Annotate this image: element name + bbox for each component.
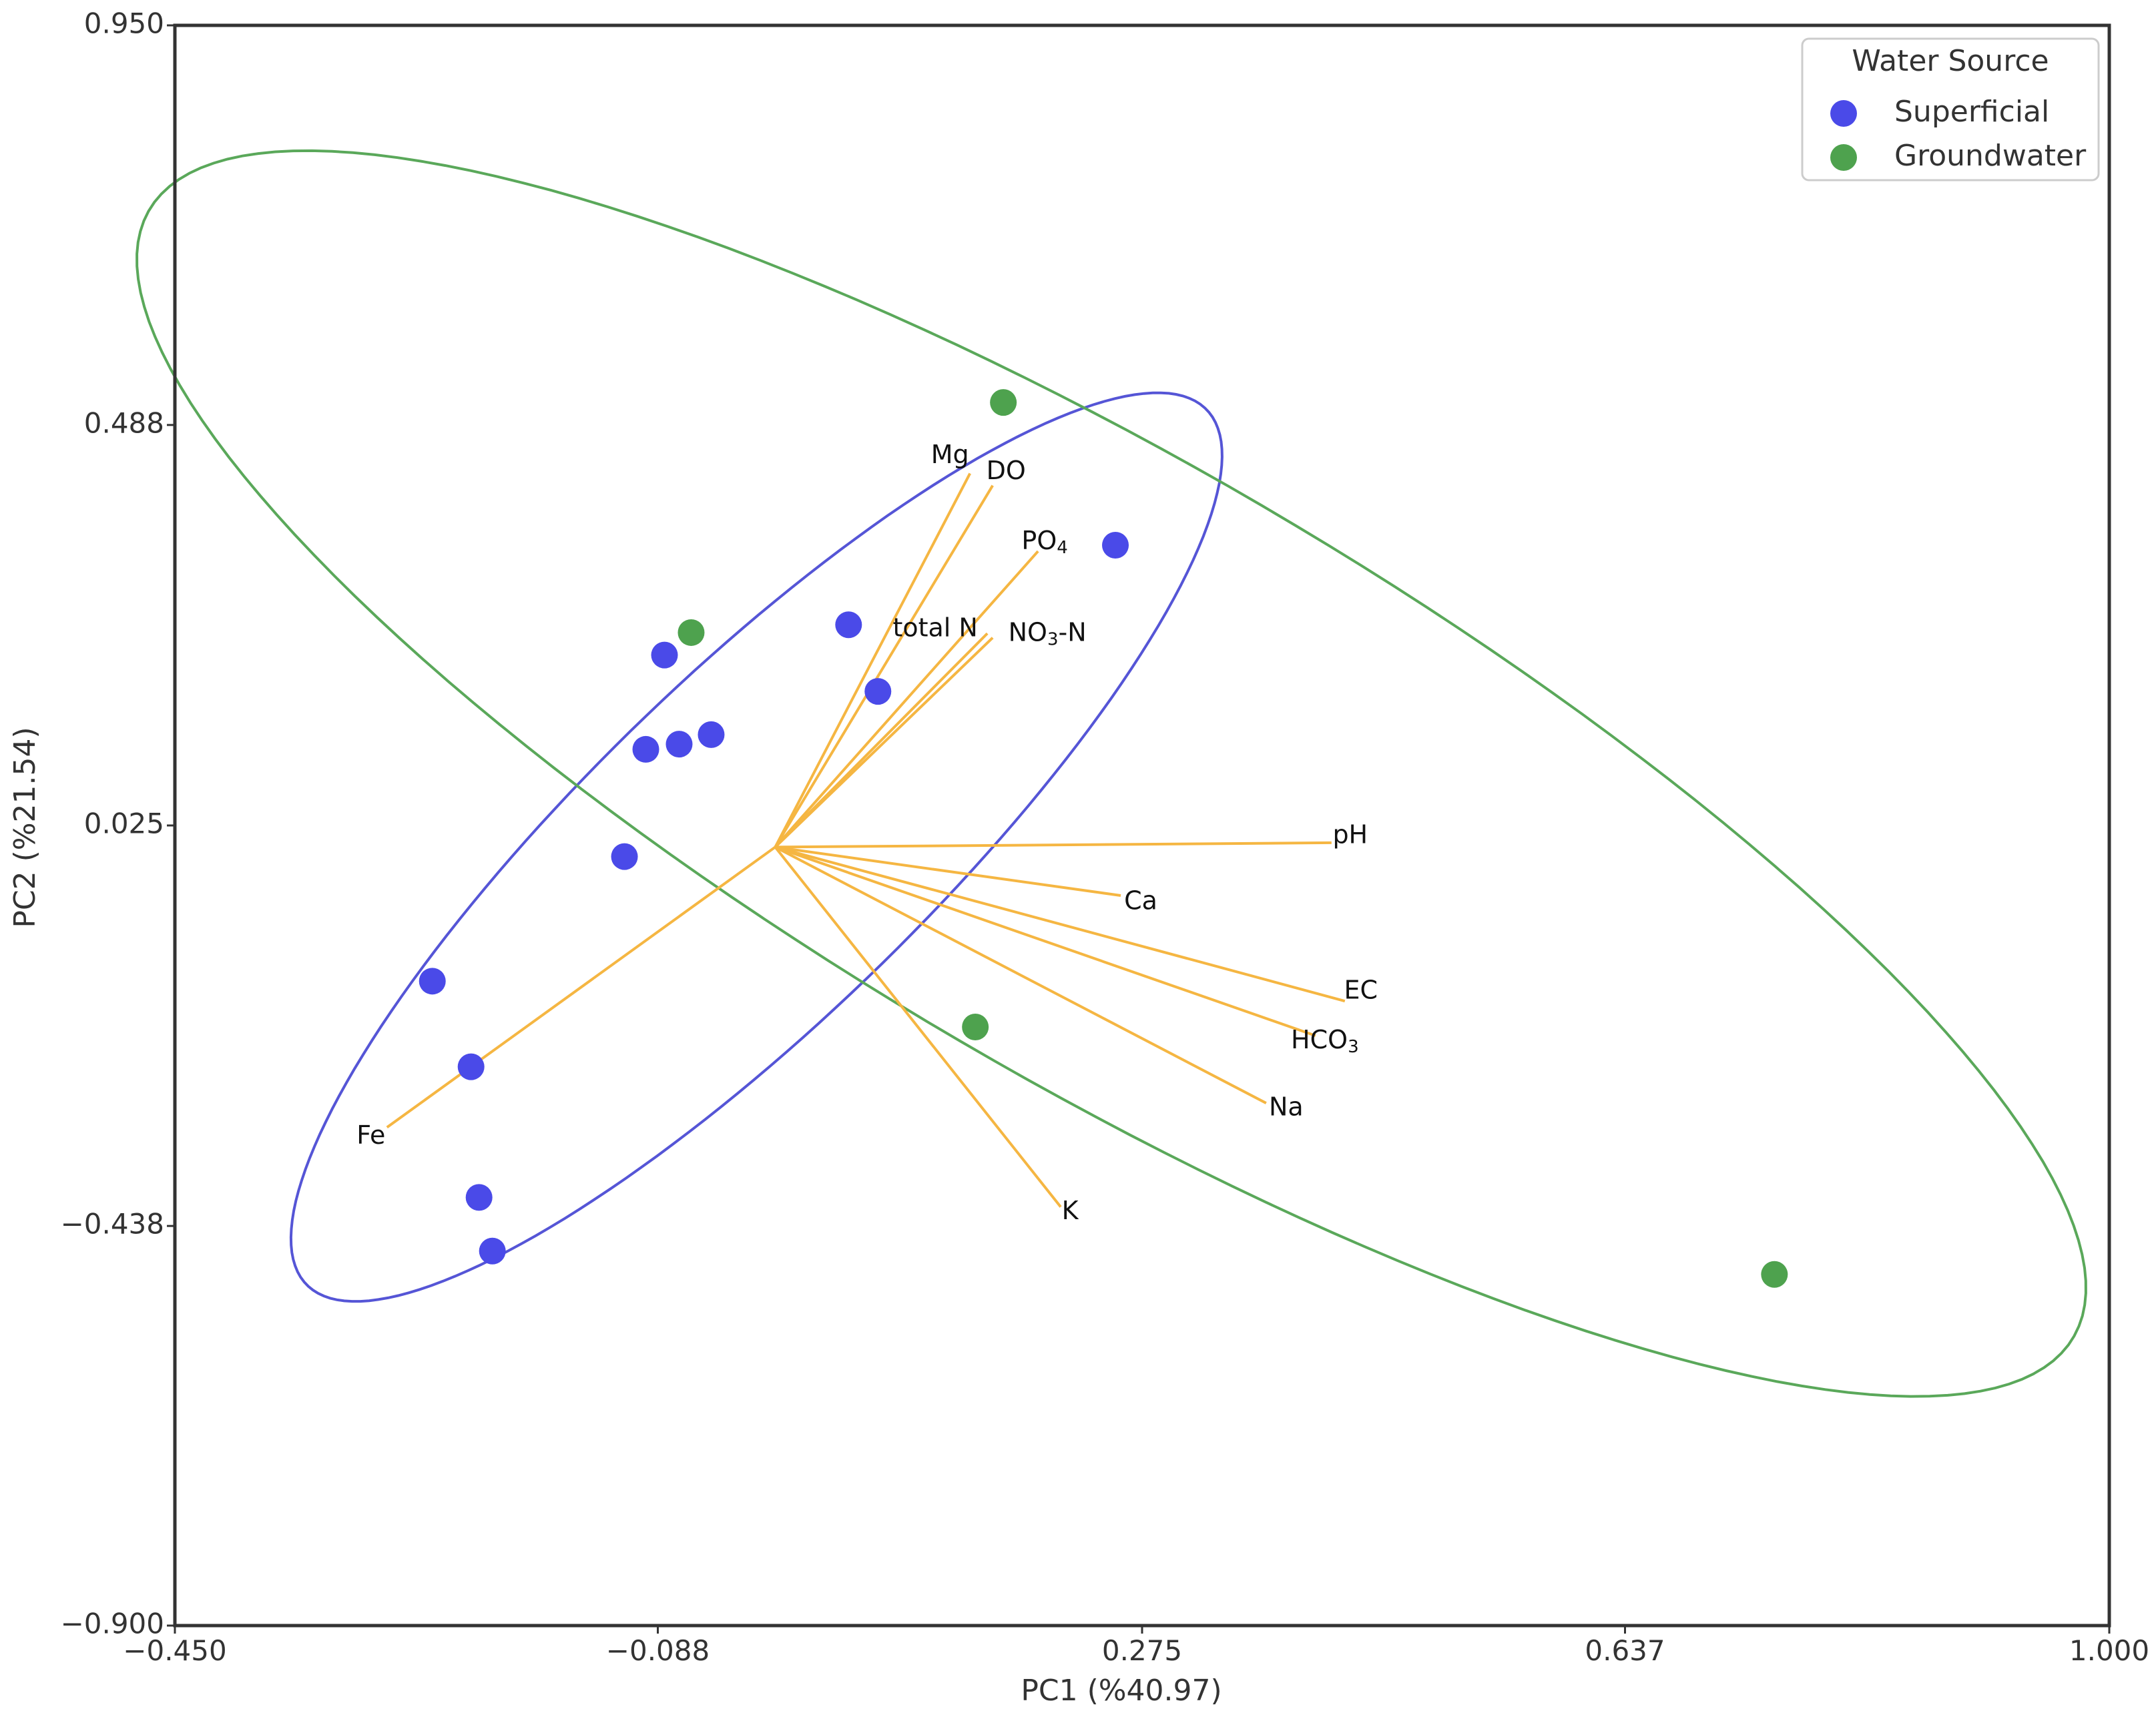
loading-vector-ec <box>774 845 1346 1003</box>
point-superficial-5 <box>632 735 659 763</box>
loadings-layer: Mg DO PO4 total N NO3-N pH Ca EC HCO3 Na K Fe <box>356 440 1378 1225</box>
loading-label-mg: Mg <box>931 440 969 469</box>
y-tick-label: 0.488 <box>84 406 164 439</box>
y-tick-label: 0.950 <box>84 7 164 40</box>
loading-label-total-n: total N <box>892 613 977 643</box>
point-superficial-6 <box>665 731 693 758</box>
point-superficial-8 <box>611 843 638 870</box>
y-tick-label: −0.900 <box>61 1608 164 1640</box>
loading-vector-mg <box>774 472 971 848</box>
y-tick-label: 0.025 <box>84 807 164 840</box>
point-groundwater-4 <box>1761 1261 1788 1288</box>
loading-label-k: K <box>1062 1196 1079 1225</box>
loading-vector-k <box>774 846 1062 1208</box>
point-groundwater-2 <box>678 619 705 646</box>
point-superficial-7 <box>698 721 725 748</box>
point-superficial-1 <box>1102 532 1129 559</box>
point-superficial-3 <box>651 641 678 669</box>
points-layer <box>419 389 1788 1288</box>
ticks-layer: −0.450 −0.088 0.275 0.637 1.000 0.950 0.488 0.0… <box>61 7 2150 1668</box>
legend-label-groundwater: Groundwater <box>1894 139 2087 173</box>
x-tick-label: 1.000 <box>2069 1634 2149 1667</box>
point-superficial-2 <box>835 611 862 639</box>
loading-label-po4: PO4 <box>1021 526 1067 558</box>
legend-box <box>1801 37 2100 182</box>
loading-vector-po4 <box>774 550 1039 848</box>
loading-vector-ph <box>775 841 1332 849</box>
point-superficial-4 <box>864 678 892 705</box>
axes-frame <box>173 23 2111 1628</box>
loading-label-ec: EC <box>1344 976 1378 1005</box>
x-tick-label: 0.275 <box>1102 1634 1182 1667</box>
loading-vector-na <box>774 845 1267 1104</box>
legend-marker-groundwater <box>1830 144 1857 171</box>
loading-label-na: Na <box>1269 1092 1304 1122</box>
point-groundwater-1 <box>990 389 1017 416</box>
point-superficial-9 <box>419 968 446 995</box>
point-superficial-11 <box>465 1184 493 1211</box>
point-superficial-10 <box>457 1053 485 1080</box>
ellipse-superficial <box>289 391 1224 1303</box>
loading-label-ca: Ca <box>1124 886 1157 915</box>
loading-vector-fe <box>386 845 776 1129</box>
loading-vector-no3-n <box>774 637 994 848</box>
legend-title: Water Source <box>1852 44 2049 78</box>
ellipses-layer <box>136 149 2087 1398</box>
legend-marker-superficial <box>1830 100 1857 127</box>
loading-label-fe: Fe <box>356 1120 385 1150</box>
loading-vector-hco3 <box>774 845 1316 1037</box>
loading-label-do: DO <box>987 456 1026 485</box>
loading-vector-ca <box>775 845 1121 897</box>
x-tick-label: −0.450 <box>123 1634 226 1667</box>
loading-label-no3-n: NO3-N <box>1009 617 1087 649</box>
legend: Water Source Superficial Groundwater <box>1801 37 2100 182</box>
x-axis-title: PC1 (%40.97) <box>1021 1674 1222 1708</box>
plot-frame <box>173 23 2111 1628</box>
point-superficial-12 <box>479 1237 506 1265</box>
x-tick-label: 0.637 <box>1585 1634 1665 1667</box>
legend-label-superficial: Superficial <box>1894 95 2049 129</box>
loading-label-ph: pH <box>1332 819 1368 849</box>
x-tick-label: −0.088 <box>606 1634 710 1667</box>
loading-label-hco3: HCO3 <box>1291 1024 1359 1056</box>
y-axis-title: PC2 (%21.54) <box>8 727 42 928</box>
ellipse-groundwater <box>136 149 2087 1398</box>
point-groundwater-3 <box>962 1014 989 1041</box>
y-tick-label: −0.438 <box>61 1208 164 1241</box>
loading-vector-do <box>774 484 994 848</box>
